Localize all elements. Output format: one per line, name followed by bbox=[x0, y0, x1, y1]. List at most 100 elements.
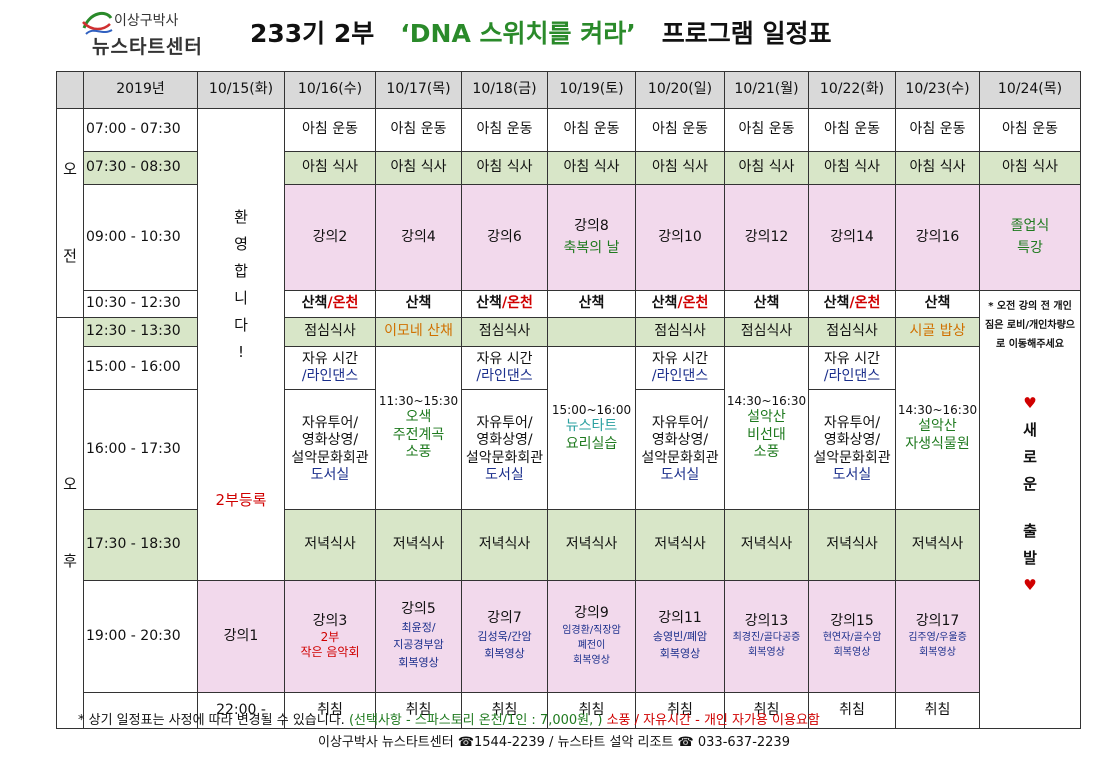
lecture-cell: 강의9 임경환/직장암 폐전이 회복영상 bbox=[547, 580, 636, 693]
page-title: 233기 2부 ‘DNA 스위치를 켜라’ 프로그램 일정표 bbox=[250, 14, 831, 50]
header-date: 10/24(목) bbox=[979, 71, 1081, 109]
free-time-cell: 자유 시간/라인댄스 bbox=[808, 346, 896, 390]
lunch-cell: 점심식사 bbox=[635, 317, 725, 347]
dinner-cell: 저녁식사 bbox=[284, 509, 376, 581]
time-cell: 07:30 - 08:30 bbox=[83, 151, 198, 185]
logo-line1: 이상구박사 bbox=[114, 13, 179, 29]
logo: 이상구박사 뉴스타트센터 bbox=[78, 4, 228, 60]
header-date: 10/17(목) bbox=[375, 71, 462, 109]
walk-cell: 산책 bbox=[895, 290, 980, 318]
welcome-cell: 환 영 합 니 다! 2부등록 bbox=[197, 108, 285, 581]
free-time-cell: 자유 시간/라인댄스 bbox=[461, 346, 548, 390]
lecture-cell: 강의8 축복의 날 bbox=[547, 184, 636, 291]
time-cell: 07:00 - 07:30 bbox=[83, 108, 198, 152]
lecture-cell: 강의3 2부 작은 음악회 bbox=[284, 580, 376, 693]
time-cell: 12:30 - 13:30 bbox=[83, 317, 198, 347]
lunch-cell: 점심식사 bbox=[284, 317, 376, 347]
exercise-cell: 아침 운동 bbox=[895, 108, 980, 152]
header-date: 10/22(화) bbox=[808, 71, 896, 109]
time-cell: 15:00 - 16:00 bbox=[83, 346, 198, 390]
blessing-day: 축복의 날 bbox=[563, 239, 620, 256]
dinner-cell: 저녁식사 bbox=[808, 509, 896, 581]
breakfast-cell: 아침 식사 bbox=[284, 151, 376, 185]
table-row: 15:00 - 16:00 자유 시간/라인댄스 11:30~15:30 오색 … bbox=[57, 346, 1081, 510]
walk-onsen-cell: 산책/온천 bbox=[284, 290, 376, 318]
breakfast-cell: 아침 식사 bbox=[979, 151, 1081, 185]
swirl-logo-icon bbox=[82, 11, 113, 35]
dinner-cell: 저녁식사 bbox=[375, 509, 462, 581]
header-date: 10/20(일) bbox=[635, 71, 725, 109]
walk-cell: 산책 bbox=[375, 290, 462, 318]
title-session: 233기 2부 bbox=[250, 19, 375, 48]
breakfast-cell: 아침 식사 bbox=[461, 151, 548, 185]
walk-onsen-cell: 산책/온천 bbox=[635, 290, 725, 318]
lecture-cell: 강의6 bbox=[461, 184, 548, 291]
welcome-text: 환 영 합 니 다! bbox=[234, 208, 248, 361]
tour-cell: 자유투어/영화상영/설악문화회관 도서실 bbox=[808, 389, 896, 510]
time-cell: 10:30 - 12:30 bbox=[83, 290, 198, 318]
excursion-cell: 14:30~16:30 설악산 비선대 소풍 bbox=[724, 346, 809, 510]
sleep-cell: 취침 bbox=[724, 692, 809, 729]
header-date: 10/16(수) bbox=[284, 71, 376, 109]
exercise-cell: 아침 운동 bbox=[979, 108, 1081, 152]
time-cell: 16:00 - 17:30 bbox=[83, 389, 198, 510]
breakfast-cell: 아침 식사 bbox=[895, 151, 980, 185]
tour-cell: 자유투어/영화상영/설악문화회관 도서실 bbox=[284, 389, 376, 510]
excursion-cell: 11:30~15:30 오색 주전계곡 소풍 bbox=[375, 346, 462, 510]
dinner-cell: 저녁식사 bbox=[895, 509, 980, 581]
exercise-cell: 아침 운동 bbox=[461, 108, 548, 152]
cooking-cell: 15:00~16:00 뉴스타트 요리실습 bbox=[547, 346, 636, 510]
lecture-cell: 강의16 bbox=[895, 184, 980, 291]
heart-icon: ♥ bbox=[1023, 576, 1037, 594]
lecture-title: 강의8 bbox=[574, 218, 609, 234]
time-cell: 17:30 - 18:30 bbox=[83, 509, 198, 581]
table-row: 19:00 - 20:30 강의1 강의3 2부 작은 음악회 강의5 최윤정/… bbox=[56, 580, 1081, 693]
lecture-cell: 강의5 최윤정/ 지공경부암 회복영상 bbox=[375, 580, 462, 693]
breakfast-cell: 아침 식사 bbox=[724, 151, 809, 185]
tour-cell: 자유투어/영화상영/설악문화회관 도서실 bbox=[635, 389, 725, 510]
notice-cell: * 오전 강의 전 개인 짐은 로비/개인차량으로 이동해주세요 ♥ 새 로 운 출 발 ♥ bbox=[979, 290, 1081, 729]
blank-cell bbox=[83, 692, 198, 729]
graduation-cell: 졸업식 특강 bbox=[979, 184, 1081, 291]
header-date: 10/19(토) bbox=[547, 71, 636, 109]
exercise-cell: 아침 운동 bbox=[284, 108, 376, 152]
logo-line2: 뉴스타트센터 bbox=[92, 36, 203, 58]
free-time-cell: 자유 시간/라인댄스 bbox=[284, 346, 376, 390]
dinner-cell: 저녁식사 bbox=[724, 509, 809, 581]
tour-cell: 자유투어/영화상영/설악문화회관 도서실 bbox=[461, 389, 548, 510]
lecture-cell: 강의10 bbox=[635, 184, 725, 291]
lunch-cell: 점심식사 bbox=[461, 317, 548, 347]
free-time-cell: 자유 시간/라인댄스 bbox=[635, 346, 725, 390]
lunch-cell bbox=[547, 317, 636, 347]
walk-onsen-cell: 산책/온천 bbox=[808, 290, 896, 318]
sleep-cell: 취침 bbox=[461, 692, 548, 729]
sleep-cell: 취침 bbox=[808, 692, 896, 729]
sleep-cell: 취침 bbox=[284, 692, 376, 729]
lecture-cell: 강의12 bbox=[724, 184, 809, 291]
header-date: 10/21(월) bbox=[724, 71, 809, 109]
title-program-name: ‘DNA 스위치를 켜라’ bbox=[400, 19, 636, 48]
header-row: 2019년 10/15(화) 10/16(수) 10/17(목) 10/18(금… bbox=[56, 71, 1081, 109]
time-cell: 22:00 - bbox=[197, 692, 285, 729]
exercise-cell: 아침 운동 bbox=[724, 108, 809, 152]
heart-icon: ♥ bbox=[1023, 394, 1037, 412]
lecture-cell: 강의11 송영빈/폐암 회복영상 bbox=[635, 580, 725, 693]
new-start-text: ♥ 새 로 운 출 발 ♥ bbox=[984, 390, 1076, 599]
walk-cell: 산책 bbox=[724, 290, 809, 318]
lecture-cell: 강의1 bbox=[197, 580, 285, 693]
breakfast-cell: 아침 식사 bbox=[808, 151, 896, 185]
lunch-cell: 점심식사 bbox=[808, 317, 896, 347]
footer-contact: 이상구박사 뉴스타트센터 ☎1544-2239 / 뉴스타트 설악 리조트 ☎ … bbox=[318, 735, 790, 750]
header-date: 10/23(수) bbox=[895, 71, 980, 109]
time-cell: 19:00 - 20:30 bbox=[83, 580, 198, 693]
time-cell: 09:00 - 10:30 bbox=[83, 184, 198, 291]
schedule-table: 2019년 10/15(화) 10/16(수) 10/17(목) 10/18(금… bbox=[56, 71, 1081, 729]
exercise-cell: 아침 운동 bbox=[375, 108, 462, 152]
lecture-cell: 강의17 김주영/우울증 회복영상 bbox=[895, 580, 980, 693]
lecture-cell: 강의4 bbox=[375, 184, 462, 291]
exercise-cell: 아침 운동 bbox=[808, 108, 896, 152]
dinner-cell: 저녁식사 bbox=[635, 509, 725, 581]
sleep-cell: 취침 bbox=[635, 692, 725, 729]
table-row: 10:30 - 12:30 산책/온천 산책 산책/온천 산책 산책/온천 산책… bbox=[57, 290, 1081, 729]
